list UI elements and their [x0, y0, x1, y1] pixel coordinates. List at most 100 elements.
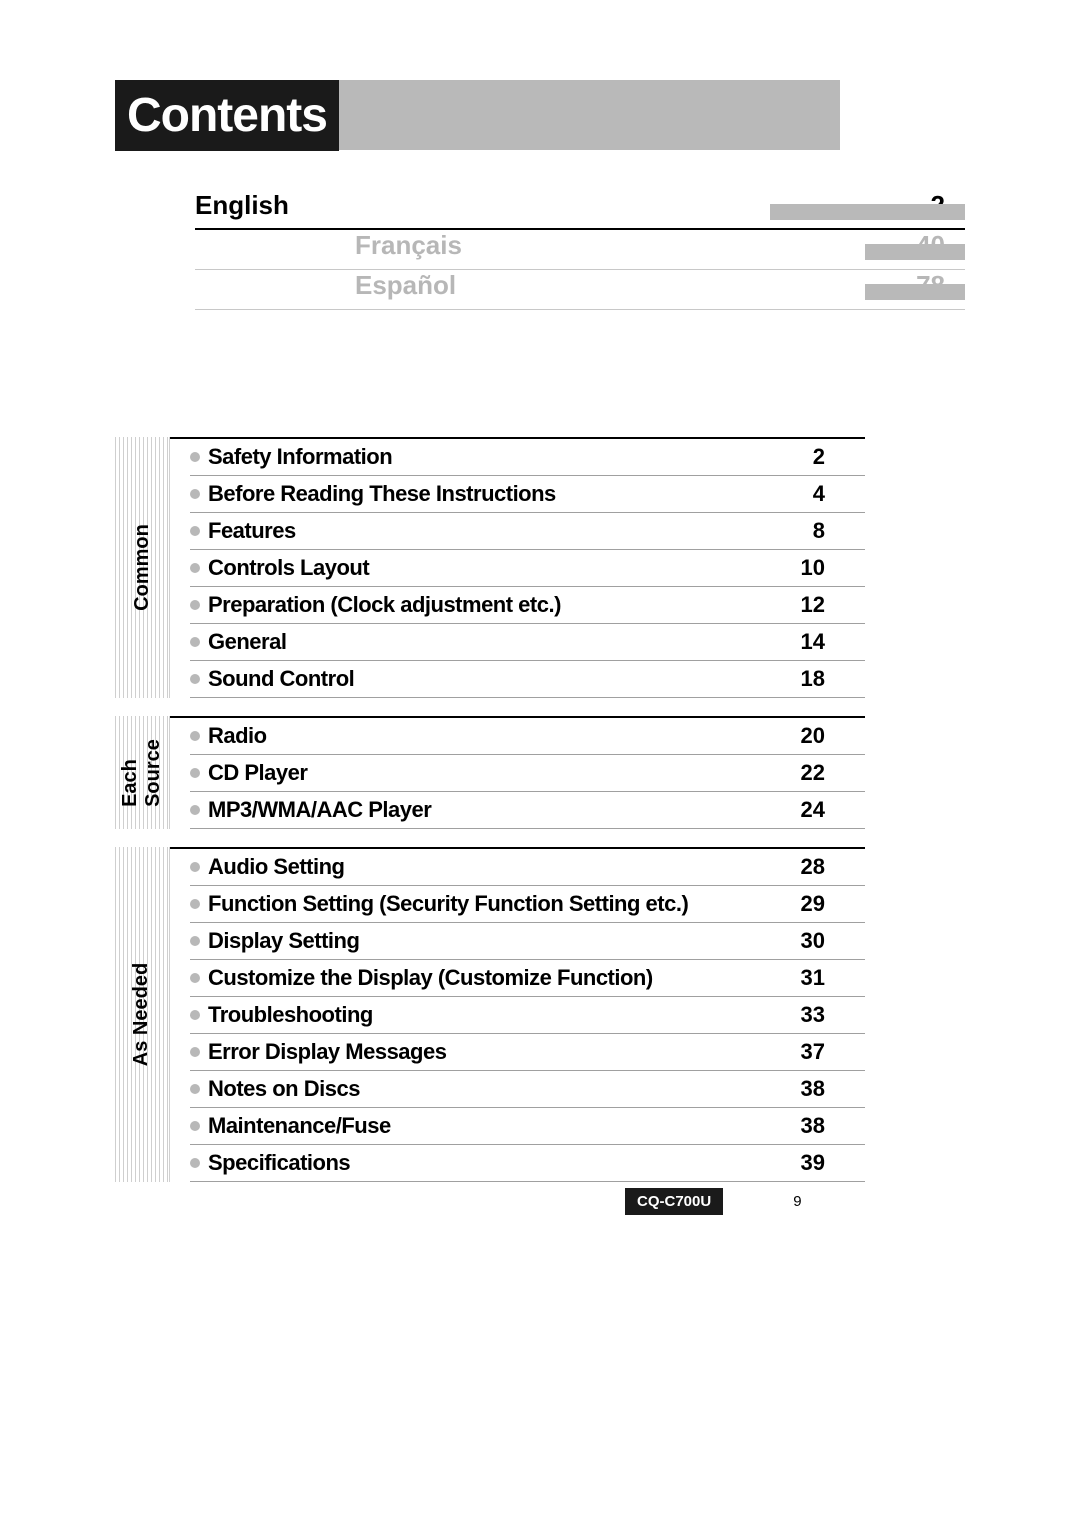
- bullet-icon: [190, 899, 200, 909]
- toc-item-title: Display Setting: [208, 928, 359, 954]
- language-label: Español: [355, 270, 456, 301]
- bullet-icon: [190, 674, 200, 684]
- toc-item: Features 8: [190, 513, 865, 550]
- page-number: 9: [793, 1193, 801, 1210]
- toc-item-page: 12: [801, 592, 865, 618]
- toc-item: Preparation (Clock adjustment etc.) 12: [190, 587, 865, 624]
- toc-section: EachSource Radio 20 CD Player 22 MP3/WMA/AAC …: [115, 716, 865, 829]
- footer: CQ-C700U 9: [625, 1188, 802, 1215]
- toc-item-page: 33: [801, 1002, 865, 1028]
- toc-item-page: 14: [801, 629, 865, 655]
- toc-item-page: 20: [801, 723, 865, 749]
- table-of-contents: Common Safety Information 2 Before Reading …: [115, 437, 865, 1200]
- toc-item: Function Setting (Security Function Sett…: [190, 886, 865, 923]
- toc-item-page: 10: [801, 555, 865, 581]
- section-items: Audio Setting 28 Function Setting (Securit…: [170, 847, 865, 1182]
- bullet-icon: [190, 1121, 200, 1131]
- toc-item: Troubleshooting 33: [190, 997, 865, 1034]
- toc-item-title: Maintenance/Fuse: [208, 1113, 391, 1139]
- bullet-icon: [190, 600, 200, 610]
- section-items: Safety Information 2 Before Reading These …: [170, 437, 865, 698]
- model-label: CQ-C700U: [625, 1188, 723, 1215]
- section-items: Radio 20 CD Player 22 MP3/WMA/AAC Player 24: [170, 716, 865, 829]
- toc-item-title: Safety Information: [208, 444, 392, 470]
- section-tab: EachSource: [115, 716, 170, 829]
- toc-item-page: 24: [801, 797, 865, 823]
- toc-item-title: Sound Control: [208, 666, 354, 692]
- toc-item-title: Customize the Display (Customize Functio…: [208, 965, 653, 991]
- language-tab-bar: [865, 244, 965, 260]
- bullet-icon: [190, 1084, 200, 1094]
- bullet-icon: [190, 805, 200, 815]
- toc-item-page: 30: [801, 928, 865, 954]
- toc-item-title: Troubleshooting: [208, 1002, 373, 1028]
- section-tab-label: Common: [131, 524, 154, 611]
- bullet-icon: [190, 862, 200, 872]
- toc-item-title: Function Setting (Security Function Sett…: [208, 891, 688, 917]
- toc-item: Display Setting 30: [190, 923, 865, 960]
- toc-item-page: 39: [801, 1150, 865, 1176]
- bullet-icon: [190, 563, 200, 573]
- toc-item-title: CD Player: [208, 760, 307, 786]
- toc-item: Audio Setting 28: [190, 849, 865, 886]
- toc-item-page: 31: [801, 965, 865, 991]
- toc-item-title: General: [208, 629, 286, 655]
- language-label: English: [195, 190, 289, 221]
- language-tab-bar: [865, 284, 965, 300]
- bullet-icon: [190, 526, 200, 536]
- toc-item: Sound Control 18: [190, 661, 865, 698]
- bullet-icon: [190, 1010, 200, 1020]
- toc-item-page: 38: [801, 1113, 865, 1139]
- toc-item: Error Display Messages 37: [190, 1034, 865, 1071]
- toc-item: Safety Information 2: [190, 439, 865, 476]
- toc-item-title: Notes on Discs: [208, 1076, 360, 1102]
- toc-item-page: 29: [801, 891, 865, 917]
- toc-item-page: 18: [801, 666, 865, 692]
- toc-item: Notes on Discs 38: [190, 1071, 865, 1108]
- language-row: Français40: [195, 230, 965, 270]
- toc-item-title: Before Reading These Instructions: [208, 481, 556, 507]
- toc-item-page: 4: [813, 481, 865, 507]
- section-tab-label: As Needed: [131, 963, 154, 1066]
- bullet-icon: [190, 489, 200, 499]
- language-tab-bar: [770, 204, 965, 220]
- toc-section: Common Safety Information 2 Before Reading …: [115, 437, 865, 698]
- toc-item: MP3/WMA/AAC Player 24: [190, 792, 865, 829]
- header-bar: Contents: [115, 80, 840, 150]
- toc-item: General 14: [190, 624, 865, 661]
- toc-section: As Needed Audio Setting 28 Function Setting…: [115, 847, 865, 1182]
- toc-item-page: 28: [801, 854, 865, 880]
- bullet-icon: [190, 936, 200, 946]
- bullet-icon: [190, 1158, 200, 1168]
- section-tab-label: EachSource: [119, 739, 165, 807]
- toc-item-page: 37: [801, 1039, 865, 1065]
- bullet-icon: [190, 973, 200, 983]
- toc-item: Specifications 39: [190, 1145, 865, 1182]
- toc-item-title: Specifications: [208, 1150, 350, 1176]
- page-title: Contents: [115, 80, 339, 151]
- language-row: Español78: [195, 270, 965, 310]
- toc-item-page: 38: [801, 1076, 865, 1102]
- toc-item-title: Audio Setting: [208, 854, 344, 880]
- bullet-icon: [190, 452, 200, 462]
- toc-item: Customize the Display (Customize Functio…: [190, 960, 865, 997]
- toc-item: Controls Layout 10: [190, 550, 865, 587]
- toc-item-page: 22: [801, 760, 865, 786]
- toc-item: Before Reading These Instructions 4: [190, 476, 865, 513]
- toc-item: Radio 20: [190, 718, 865, 755]
- language-label: Français: [355, 230, 462, 261]
- section-tab: As Needed: [115, 847, 170, 1182]
- toc-item-title: Controls Layout: [208, 555, 369, 581]
- toc-item-title: Preparation (Clock adjustment etc.): [208, 592, 561, 618]
- toc-item-page: 2: [813, 444, 865, 470]
- toc-item-title: Features: [208, 518, 296, 544]
- toc-item-page: 8: [813, 518, 865, 544]
- bullet-icon: [190, 731, 200, 741]
- toc-item-title: Error Display Messages: [208, 1039, 446, 1065]
- bullet-icon: [190, 637, 200, 647]
- toc-item-title: MP3/WMA/AAC Player: [208, 797, 431, 823]
- section-tab: Common: [115, 437, 170, 698]
- bullet-icon: [190, 768, 200, 778]
- toc-item-title: Radio: [208, 723, 267, 749]
- toc-item: CD Player 22: [190, 755, 865, 792]
